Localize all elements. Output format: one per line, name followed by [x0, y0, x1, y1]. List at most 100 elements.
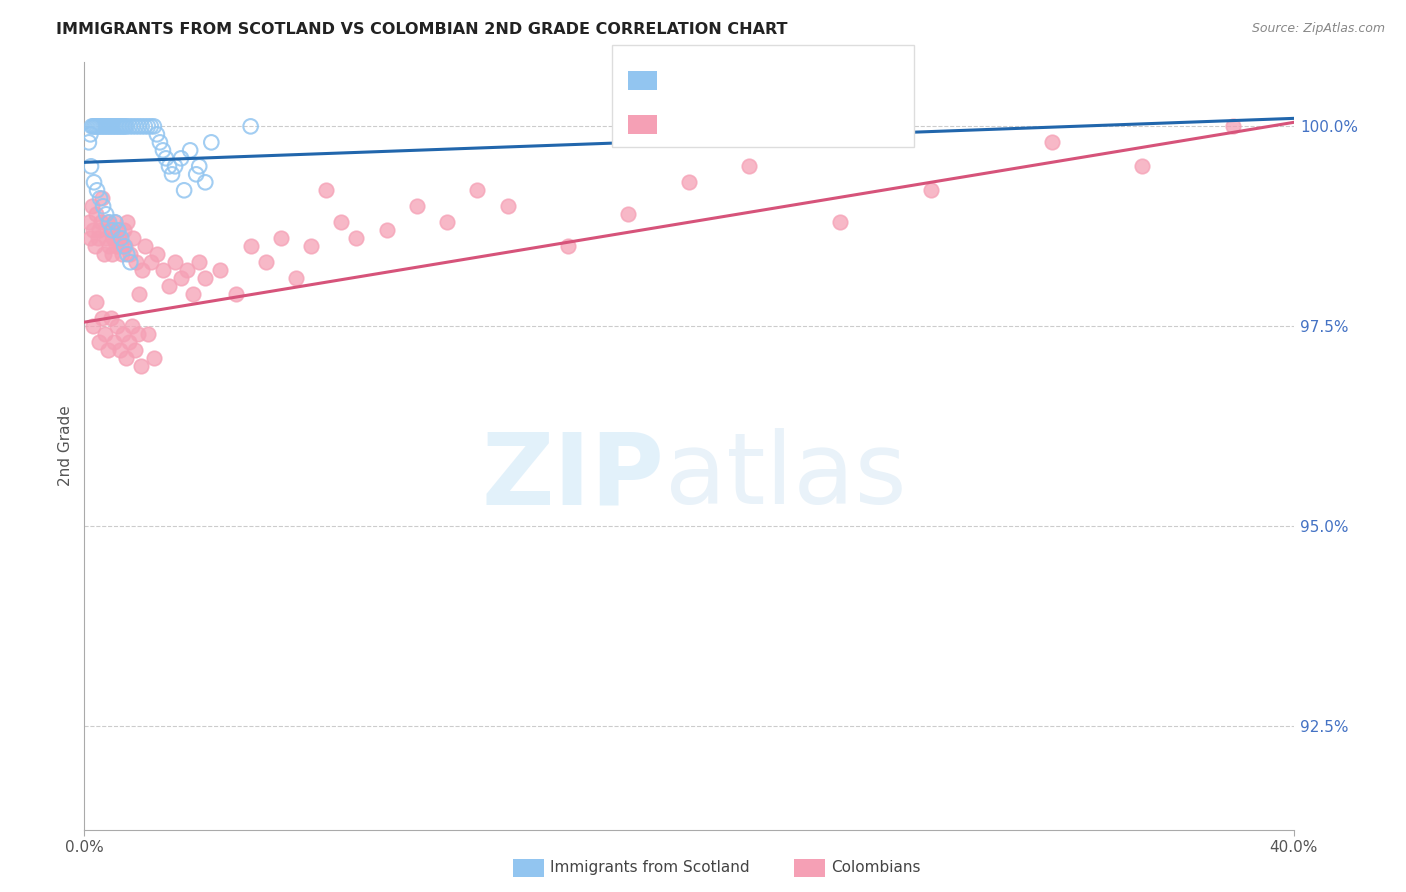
Point [101, 223, 124, 237]
Point [188, 159, 211, 173]
Point [107, 223, 129, 237]
Point [91, 199, 114, 213]
Point [152, 144, 174, 158]
Point [115, 351, 138, 365]
Point [111, 247, 134, 261]
Point [93, 120, 115, 134]
Point [79, 128, 101, 142]
Point [103, 335, 125, 350]
Point [97, 343, 120, 357]
Point [108, 231, 131, 245]
Point [136, 327, 159, 342]
Point [82, 223, 104, 237]
Point [91, 120, 114, 134]
Point [139, 120, 162, 134]
Point [738, 159, 761, 173]
Point [239, 239, 262, 253]
Point [89, 120, 111, 134]
Point [157, 159, 180, 173]
Point [86, 207, 108, 221]
Point [107, 120, 129, 134]
Point [127, 327, 149, 342]
Point [1040, 136, 1063, 150]
Point [194, 175, 217, 189]
Point [77, 215, 100, 229]
Point [114, 120, 136, 134]
Point [82, 120, 104, 134]
Point [112, 239, 135, 253]
Point [94, 120, 117, 134]
Point [90, 120, 112, 134]
Point [104, 215, 127, 229]
Point [90, 215, 112, 229]
Point [188, 255, 211, 269]
Point [209, 263, 232, 277]
Point [200, 136, 222, 150]
Point [124, 343, 146, 357]
Point [105, 239, 128, 253]
Point [96, 215, 118, 229]
Point [108, 343, 131, 357]
Point [101, 231, 124, 245]
Point [86, 183, 108, 197]
Point [617, 207, 640, 221]
Point [80, 120, 103, 134]
Point [315, 183, 337, 197]
Point [94, 207, 117, 221]
Point [155, 151, 177, 165]
Point [830, 215, 852, 229]
Point [194, 271, 217, 285]
Point [134, 120, 156, 134]
Point [105, 319, 128, 334]
Point [110, 239, 132, 253]
Y-axis label: 2nd Grade: 2nd Grade [58, 406, 73, 486]
Point [96, 120, 118, 134]
Point [678, 175, 700, 189]
Point [142, 120, 165, 134]
Point [118, 247, 141, 261]
Point [89, 191, 111, 205]
Point [157, 279, 180, 293]
Point [146, 128, 169, 142]
Point [120, 255, 142, 269]
Point [86, 120, 108, 134]
Point [98, 215, 121, 229]
Point [89, 223, 111, 237]
Point [299, 239, 322, 253]
Point [105, 120, 128, 134]
Point [406, 199, 429, 213]
Point [79, 231, 101, 245]
Point [121, 319, 143, 334]
Text: IMMIGRANTS FROM SCOTLAND VS COLOMBIAN 2ND GRADE CORRELATION CHART: IMMIGRANTS FROM SCOTLAND VS COLOMBIAN 2N… [56, 22, 787, 37]
Point [97, 239, 120, 253]
Point [128, 120, 150, 134]
Point [121, 120, 143, 134]
Point [110, 120, 132, 134]
Text: R = 0.288    N = 64: R = 0.288 N = 64 [665, 71, 827, 89]
Point [118, 335, 141, 350]
Point [90, 311, 112, 326]
Text: Immigrants from Scotland: Immigrants from Scotland [550, 861, 749, 875]
Point [98, 120, 121, 134]
Point [112, 223, 135, 237]
Point [152, 263, 174, 277]
Point [375, 223, 398, 237]
Point [121, 231, 143, 245]
Point [83, 175, 105, 189]
Point [84, 295, 107, 310]
Point [1132, 159, 1154, 173]
Point [91, 191, 114, 205]
Point [80, 159, 103, 173]
Text: atlas: atlas [665, 428, 907, 525]
Text: Colombians: Colombians [831, 861, 921, 875]
Point [136, 120, 159, 134]
Point [84, 239, 107, 253]
Point [112, 327, 135, 342]
Point [98, 223, 121, 237]
Point [170, 151, 193, 165]
Point [82, 319, 104, 334]
Point [117, 247, 139, 261]
Point [80, 199, 103, 213]
Point [179, 144, 201, 158]
Point [165, 159, 187, 173]
